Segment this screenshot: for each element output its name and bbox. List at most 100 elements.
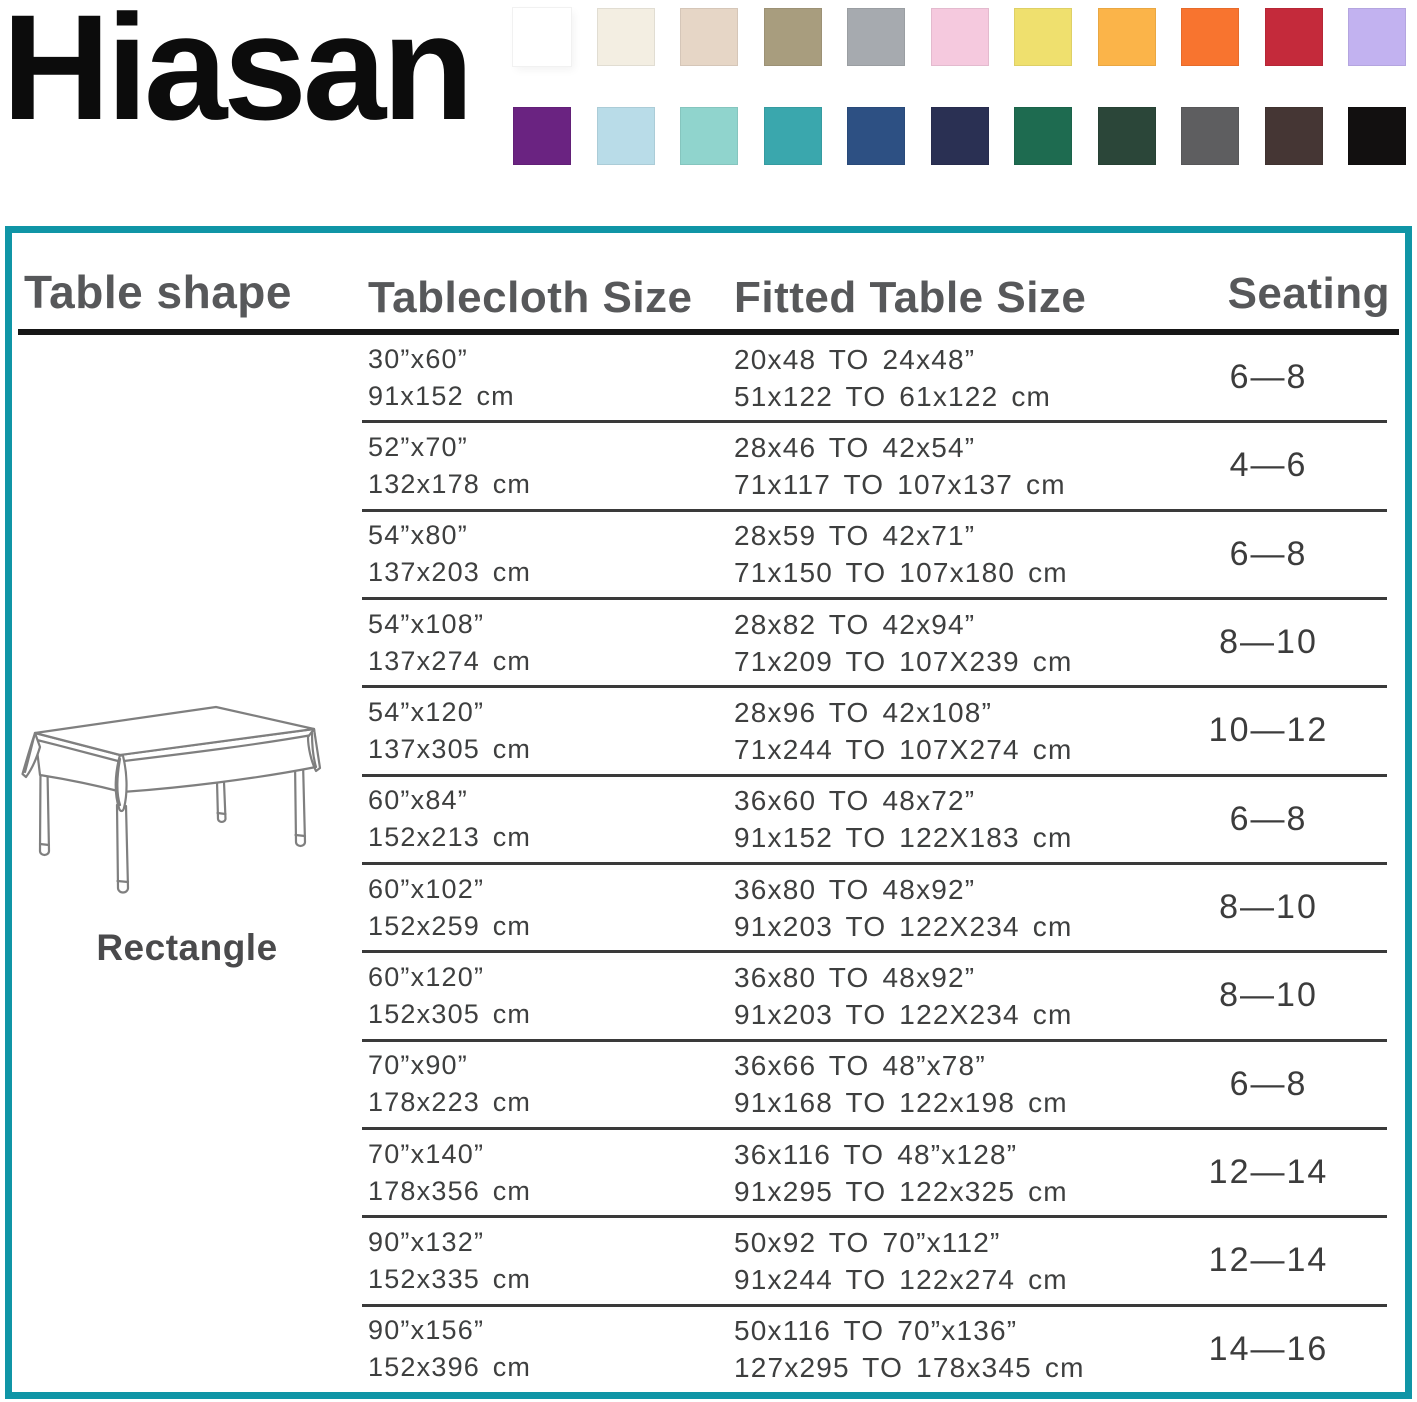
table-row: 60”x120” 152x305 cm 36x80 TO 48x92” 91x2… — [362, 950, 1387, 1038]
table-row: 60”x84” 152x213 cm 36x60 TO 48x72” 91x15… — [362, 773, 1387, 862]
table-row: 90”x132” 152x335 cm 50x92 TO 70”x112” 91… — [362, 1215, 1387, 1303]
tablecloth-size-cell: 70”x90” 178x223 cm — [362, 1042, 730, 1127]
tablecloth-size-inches: 70”x90” — [368, 1050, 468, 1081]
tablecloth-size-inches: 90”x156” — [368, 1315, 485, 1346]
tablecloth-size-cell: 54”x120” 137x305 cm — [362, 688, 730, 773]
fitted-table-size-cell: 28x82 TO 42x94” 71x209 TO 107X239 cm — [730, 600, 1150, 685]
tablecloth-size-cm: 132x178 cm — [368, 468, 532, 499]
table-row: 54”x120” 137x305 cm 28x96 TO 42x108” 71x… — [362, 685, 1387, 773]
tablecloth-size-cm: 137x203 cm — [368, 557, 532, 588]
fitted-table-size-cell: 36x80 TO 48x92” 91x203 TO 122X234 cm — [730, 865, 1150, 950]
seating-cell: 14—16 — [1150, 1307, 1387, 1392]
color-swatch — [1014, 8, 1072, 66]
fitted-size-cm: 51x122 TO 61x122 cm — [734, 380, 1052, 412]
fitted-size-inches: 28x46 TO 42x54” — [734, 431, 976, 463]
table-row: 70”x90” 178x223 cm 36x66 TO 48”x78” 91x1… — [362, 1038, 1387, 1127]
tablecloth-size-cm: 91x152 cm — [368, 380, 515, 411]
tablecloth-size-inches: 60”x120” — [368, 961, 485, 992]
tablecloth-size-cm: 152x259 cm — [368, 910, 532, 941]
tablecloth-size-inches: 70”x140” — [368, 1138, 485, 1169]
color-swatch — [596, 8, 655, 66]
brand-logo: Hiasan — [2, 0, 474, 151]
seating-cell: 4—6 — [1150, 423, 1387, 508]
color-swatch — [763, 8, 822, 66]
color-swatch — [1097, 107, 1156, 165]
color-swatch — [513, 8, 571, 66]
fitted-size-inches: 28x82 TO 42x94” — [734, 608, 976, 640]
fitted-size-inches: 36x80 TO 48x92” — [734, 873, 976, 905]
color-swatch — [930, 8, 989, 66]
tablecloth-size-inches: 54”x120” — [368, 696, 485, 727]
seating-range: 10—12 — [1208, 711, 1329, 750]
tablecloth-size-cell: 60”x84” 152x213 cm — [362, 777, 730, 862]
tablecloth-size-cell: 52”x70” 132x178 cm — [362, 423, 730, 508]
fitted-size-inches: 28x96 TO 42x108” — [734, 696, 993, 728]
seating-cell: 6—8 — [1150, 1042, 1387, 1127]
color-swatch — [1097, 8, 1156, 66]
fitted-table-size-cell: 50x92 TO 70”x112” 91x244 TO 122x274 cm — [730, 1218, 1150, 1303]
seating-range: 6—8 — [1229, 358, 1308, 397]
table-row: 52”x70” 132x178 cm 28x46 TO 42x54” 71x11… — [362, 420, 1387, 508]
color-swatch — [1348, 8, 1406, 66]
color-swatch — [930, 107, 989, 165]
tablecloth-size-cell: 30”x60” 91x152 cm — [362, 335, 730, 420]
fitted-size-inches: 36x66 TO 48”x78” — [734, 1050, 986, 1082]
color-swatch — [847, 8, 905, 66]
tablecloth-size-inches: 30”x60” — [368, 343, 468, 374]
fitted-size-cm: 91x203 TO 122X234 cm — [734, 998, 1073, 1030]
fitted-size-cm: 71x150 TO 107x180 cm — [734, 557, 1068, 589]
fitted-table-size-cell: 36x60 TO 48x72” 91x152 TO 122X183 cm — [730, 777, 1150, 862]
color-swatch — [680, 107, 738, 165]
seating-cell: 10—12 — [1150, 688, 1387, 773]
seating-range: 6—8 — [1229, 799, 1308, 838]
seating-range: 8—10 — [1219, 888, 1318, 927]
color-swatch-grid — [513, 8, 1406, 165]
fitted-size-cm: 91x244 TO 122x274 cm — [734, 1263, 1068, 1295]
seating-cell: 8—10 — [1150, 953, 1387, 1038]
fitted-size-cm: 71x209 TO 107X239 cm — [734, 645, 1073, 677]
seating-range: 12—14 — [1208, 1153, 1329, 1192]
seating-range: 6—8 — [1229, 1064, 1308, 1103]
fitted-table-size-cell: 36x80 TO 48x92” 91x203 TO 122X234 cm — [730, 953, 1150, 1038]
tablecloth-size-cell: 90”x156” 152x396 cm — [362, 1307, 730, 1392]
tablecloth-size-cell: 60”x102” 152x259 cm — [362, 865, 730, 950]
color-swatch — [1264, 8, 1323, 66]
fitted-size-cm: 91x152 TO 122X183 cm — [734, 822, 1073, 854]
tablecloth-size-inches: 54”x108” — [368, 608, 485, 639]
tablecloth-size-cm: 137x305 cm — [368, 733, 532, 764]
fitted-size-cm: 91x168 TO 122x198 cm — [734, 1087, 1068, 1119]
seating-range: 8—10 — [1219, 623, 1318, 662]
size-chart: Table shape Tablecloth Size Fitted Table… — [5, 226, 1412, 1399]
tablecloth-size-cm: 152x335 cm — [368, 1263, 532, 1294]
table-row: 70”x140” 178x356 cm 36x116 TO 48”x128” 9… — [362, 1126, 1387, 1215]
fitted-table-size-cell: 36x116 TO 48”x128” 91x295 TO 122x325 cm — [730, 1130, 1150, 1215]
tablecloth-size-cm: 137x274 cm — [368, 645, 532, 676]
seating-cell: 12—14 — [1150, 1130, 1387, 1215]
seating-range: 4—6 — [1229, 446, 1308, 485]
tablecloth-size-cm: 178x356 cm — [368, 1175, 532, 1206]
fitted-table-size-cell: 20x48 TO 24x48” 51x122 TO 61x122 cm — [730, 335, 1150, 420]
tablecloth-size-inches: 52”x70” — [368, 431, 468, 462]
color-swatch — [763, 107, 822, 165]
fitted-size-inches: 36x116 TO 48”x128” — [734, 1138, 1018, 1170]
column-header-table-shape: Table shape — [24, 266, 292, 318]
seating-cell: 6—8 — [1150, 335, 1387, 420]
column-header-tablecloth-size: Tablecloth Size — [368, 273, 693, 322]
tablecloth-size-inches: 60”x84” — [368, 785, 468, 816]
seating-cell: 8—10 — [1150, 865, 1387, 950]
fitted-size-cm: 71x244 TO 107X274 cm — [734, 733, 1073, 765]
seating-cell: 8—10 — [1150, 600, 1387, 685]
table-row: 60”x102” 152x259 cm 36x80 TO 48x92” 91x2… — [362, 861, 1387, 950]
table-row: 30”x60” 91x152 cm 20x48 TO 24x48” 51x122… — [362, 335, 1387, 420]
color-swatch — [847, 107, 905, 165]
tablecloth-size-cell: 90”x132” 152x335 cm — [362, 1218, 730, 1303]
table-row: 54”x108” 137x274 cm 28x82 TO 42x94” 71x2… — [362, 596, 1387, 685]
color-swatch — [1181, 107, 1239, 165]
tablecloth-size-cm: 178x223 cm — [368, 1087, 532, 1118]
fitted-size-cm: 91x203 TO 122X234 cm — [734, 910, 1073, 942]
fitted-table-size-cell: 36x66 TO 48”x78” 91x168 TO 122x198 cm — [730, 1042, 1150, 1127]
color-swatch — [680, 8, 738, 66]
color-swatch — [1264, 107, 1323, 165]
size-chart-header: Table shape Tablecloth Size Fitted Table… — [12, 233, 1405, 329]
fitted-table-size-cell: 50x116 TO 70”x136” 127x295 TO 178x345 cm — [730, 1307, 1150, 1392]
